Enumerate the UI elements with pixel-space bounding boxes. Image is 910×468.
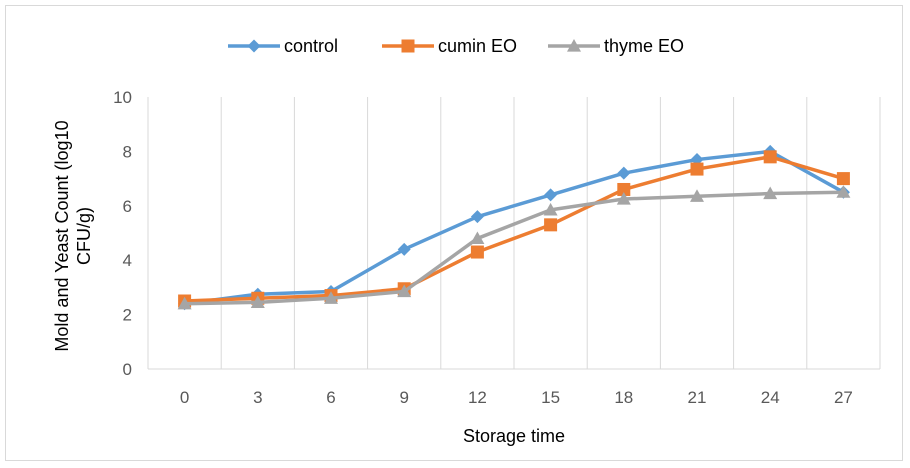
data-point	[544, 188, 558, 202]
legend-label: control	[284, 36, 338, 56]
x-tick-labels: 0 3 6 9 12 15 18 21 24 27	[180, 388, 853, 407]
x-tick-label: 6	[326, 388, 335, 407]
x-tick-label: 18	[614, 388, 633, 407]
data-point	[543, 202, 558, 216]
y-tick-label: 4	[123, 251, 132, 270]
legend-item: cumin EO	[382, 36, 517, 56]
x-tick-label: 15	[541, 388, 560, 407]
y-tick-labels: 0 2 4 6 8 10	[113, 88, 132, 379]
legend-marker	[401, 39, 415, 53]
x-tick-label: 21	[688, 388, 707, 407]
legend-item: control	[228, 36, 338, 56]
series-thyme-eo	[177, 185, 851, 310]
series-line	[184, 190, 844, 306]
x-tick-label: 12	[468, 388, 487, 407]
data-point	[544, 218, 558, 232]
series-lines	[177, 144, 851, 311]
y-tick-label: 6	[123, 197, 132, 216]
data-point	[617, 166, 631, 180]
x-tick-label: 0	[180, 388, 189, 407]
data-point	[470, 245, 484, 259]
data-point	[763, 186, 778, 200]
data-point	[324, 291, 338, 304]
data-point	[836, 172, 850, 186]
y-axis-title-line-1: Mold and Yeast Count (log10	[52, 120, 72, 351]
y-tick-label: 8	[123, 142, 132, 161]
y-tick-label: 0	[123, 360, 132, 379]
chart-frame	[5, 5, 903, 461]
data-point	[177, 296, 192, 310]
x-axis-title: Storage time	[463, 426, 565, 446]
series-line	[184, 155, 844, 303]
data-point	[617, 182, 631, 196]
data-point	[470, 231, 485, 245]
legend-item: thyme EO	[548, 36, 684, 56]
legend-label: cumin EO	[438, 36, 517, 56]
x-tick-label: 24	[761, 388, 780, 407]
legend-marker	[567, 39, 581, 52]
data-point	[616, 192, 631, 205]
data-point	[690, 162, 704, 176]
x-tick-label: 9	[399, 388, 408, 407]
gridlines	[147, 97, 881, 370]
data-point	[397, 242, 411, 256]
data-point	[690, 189, 704, 202]
y-axis-title-line-2: CFU/g)	[74, 207, 94, 265]
x-tick-label: 3	[253, 388, 262, 407]
data-point	[250, 295, 265, 308]
series-line	[184, 149, 845, 306]
y-tick-label: 2	[123, 306, 132, 325]
legend: control cumin EO thyme EO	[228, 36, 684, 56]
data-point	[763, 150, 777, 164]
data-point	[397, 284, 412, 298]
y-tick-label: 10	[113, 88, 132, 107]
x-tick-label: 27	[834, 388, 853, 407]
legend-marker	[247, 39, 261, 53]
data-point	[470, 210, 484, 224]
data-point	[836, 185, 851, 198]
legend-label: thyme EO	[604, 36, 684, 56]
